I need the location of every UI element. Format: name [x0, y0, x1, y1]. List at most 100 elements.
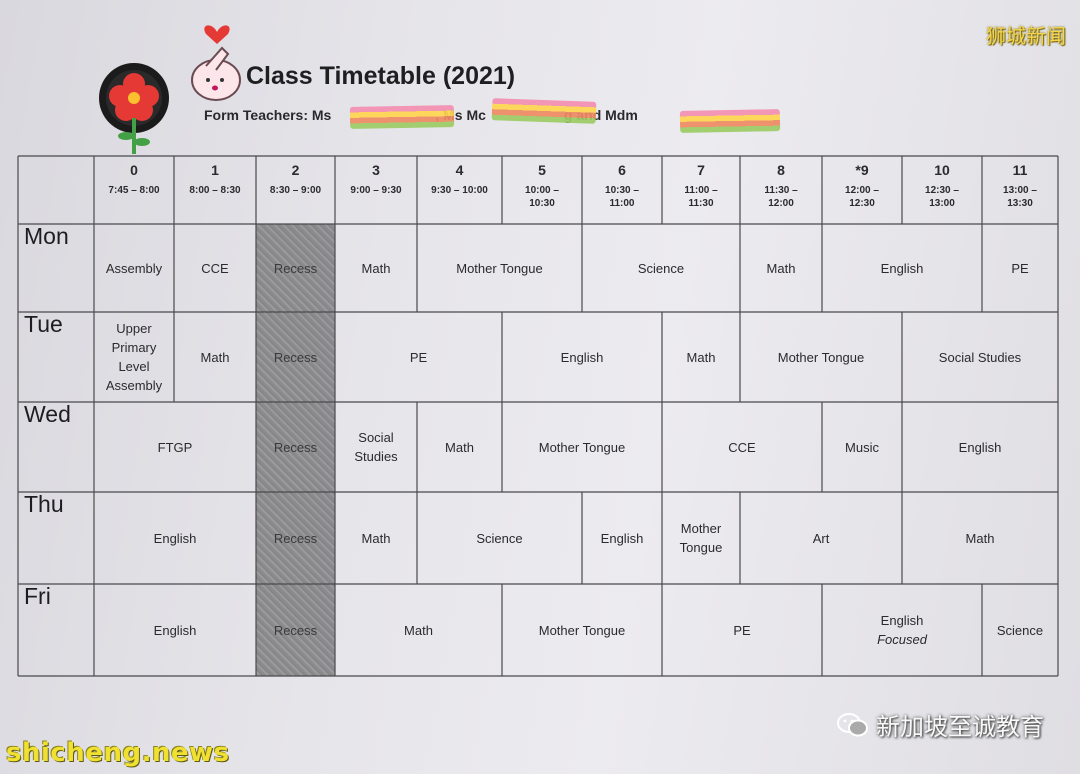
period-number: 5 [538, 162, 546, 178]
period-number: 8 [777, 162, 785, 178]
lesson-cell: Social Studies [335, 402, 417, 492]
lesson-cell: Math [174, 312, 256, 402]
cell-text-line: Math [404, 622, 433, 638]
cell-text-line: Science [637, 260, 685, 276]
cell-text-line: Mother Tongue [538, 622, 626, 638]
period-number: 0 [130, 162, 138, 178]
period-number: 11 [1012, 162, 1028, 178]
cell-text-line: Recess [273, 349, 318, 365]
cell-text-line: Science [996, 622, 1044, 638]
period-time: 12:30 –13:00 [925, 185, 959, 209]
period-header: 0 7:45 – 8:00 [94, 156, 174, 224]
day-label-tue: Tue [24, 311, 63, 337]
lesson-cell: Math [335, 584, 502, 676]
period-time: 11:00 –11:30 [684, 185, 718, 209]
lesson-cell: Mother Tongue [502, 402, 662, 492]
cell-text-line: Math [200, 349, 230, 365]
cell-text-line: Math [686, 349, 716, 365]
cell-text-line: Assembly [105, 260, 163, 276]
cell-text-line: English [880, 260, 924, 276]
lesson-cell: Math [335, 492, 417, 584]
recess-cell: Recess [256, 492, 335, 584]
period-number: 6 [618, 162, 626, 178]
lesson-cell: Mother Tongue [662, 492, 740, 584]
lesson-cell: English [902, 402, 1058, 492]
cell-text-line: Upper [116, 321, 152, 336]
lesson-cell: Science [982, 584, 1058, 676]
period-header: 3 9:00 – 9:30 [335, 156, 417, 224]
watermark-bottom-left: shicheng.news [6, 738, 230, 768]
header-corner [18, 156, 94, 224]
watermark-bottom-right: 新加坡至诚教育 [836, 707, 1044, 742]
redaction-mark-3 [679, 109, 781, 133]
period-header: 8 11:30 –12:00 [740, 156, 822, 224]
recess-cell: Recess [256, 402, 335, 492]
period-time: 9:30 – 10:00 [431, 185, 488, 196]
cell-text-line: Recess [273, 530, 318, 546]
period-header: 10 12:30 –13:00 [902, 156, 982, 224]
cell-text-line: English [153, 622, 197, 638]
period-header: 7 11:00 –11:30 [662, 156, 740, 224]
lesson-cell: English [94, 584, 256, 676]
period-time: 7:45 – 8:00 [108, 185, 160, 196]
cell-text-line: Art [812, 530, 830, 546]
watermark-bottom-right-text: 新加坡至诚教育 [876, 713, 1044, 741]
cell-text-line: Math [361, 530, 391, 546]
lesson-cell: Upper Primary Level Assembly [94, 312, 174, 402]
period-number: 2 [291, 162, 300, 178]
period-number: *9 [855, 162, 869, 178]
lesson-cell: PE [662, 584, 822, 676]
period-header: 5 10:00 –10:30 [502, 156, 582, 224]
cell-text-line: Primary [111, 340, 157, 355]
day-label-fri: Fri [24, 583, 51, 609]
period-header: 4 9:30 – 10:00 [417, 156, 502, 224]
period-time: 12:00 –12:30 [845, 185, 879, 209]
period-time: 8:30 – 9:00 [269, 185, 322, 196]
lesson-cell: Math [740, 224, 822, 312]
lesson-cell: Math [662, 312, 740, 402]
watermark-top-right: 狮城新闻 [986, 24, 1066, 48]
lesson-cell: PE [982, 224, 1058, 312]
lesson-cell: Science [417, 492, 582, 584]
finger-heart-icon [191, 25, 241, 101]
lesson-cell: Math [902, 492, 1058, 584]
period-time: 13:00 –13:30 [1003, 185, 1037, 209]
lesson-cell: English Focused [822, 584, 982, 676]
cell-text-line: Recess [273, 260, 318, 276]
lesson-cell: Mother Tongue [740, 312, 902, 402]
lesson-cell: English [822, 224, 982, 312]
lesson-cell: FTGP [94, 402, 256, 492]
cell-text-line: Social Studies [938, 349, 1022, 365]
period-number: 7 [697, 162, 705, 178]
cell-text-line: Studies [354, 449, 398, 464]
form-teachers-prefix: Form Teachers: Ms [204, 107, 332, 123]
period-time: 10:30 –11:00 [605, 185, 639, 209]
period-header: 6 10:30 –11:00 [582, 156, 662, 224]
lesson-cell: PE [335, 312, 502, 402]
recess-cell: Recess [256, 584, 335, 676]
period-header: 11 13:00 –13:30 [982, 156, 1058, 224]
period-time: 8:00 – 8:30 [189, 185, 241, 196]
cell-text-line: English [600, 530, 644, 546]
lesson-cell: CCE [662, 402, 822, 492]
lesson-cell: Mother Tongue [502, 584, 662, 676]
cell-text-line: Math [445, 439, 474, 455]
period-number: 3 [372, 162, 380, 178]
cell-text-line: Math [361, 260, 391, 276]
cell-text-line: PE [1011, 260, 1029, 276]
cell-text-line: Mother [680, 521, 722, 536]
lesson-cell: CCE [174, 224, 256, 312]
cell-text-line: Music [845, 439, 879, 455]
lesson-cell: English [582, 492, 662, 584]
cell-subline: Focused [877, 632, 927, 647]
cell-text-line: English [560, 349, 604, 365]
period-time: 9:00 – 9:30 [350, 185, 402, 196]
period-time: 11:30 –12:00 [764, 185, 798, 209]
lesson-cell: English [502, 312, 662, 402]
cell-text-line: Mother Tongue [777, 349, 865, 365]
cell-text-line: English [958, 439, 1002, 455]
lesson-cell: Math [335, 224, 417, 312]
cell-text-line: Mother Tongue [456, 260, 543, 276]
cell-text-line: FTGP [157, 439, 193, 455]
wechat-icon [837, 712, 868, 736]
